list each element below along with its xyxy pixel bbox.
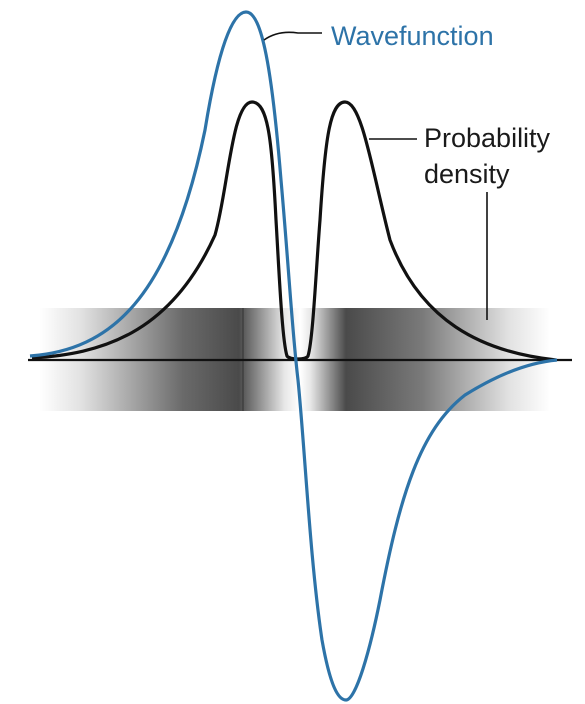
wavefunction-curve (29, 10, 558, 702)
probability-density-curve (31, 100, 557, 362)
probability-density-label-line1: Probability (424, 123, 551, 153)
probability-density-label-line2: density (424, 159, 510, 189)
wavefunction-label: Wavefunction (331, 21, 494, 51)
wavefunction-leader-line (263, 31, 322, 41)
